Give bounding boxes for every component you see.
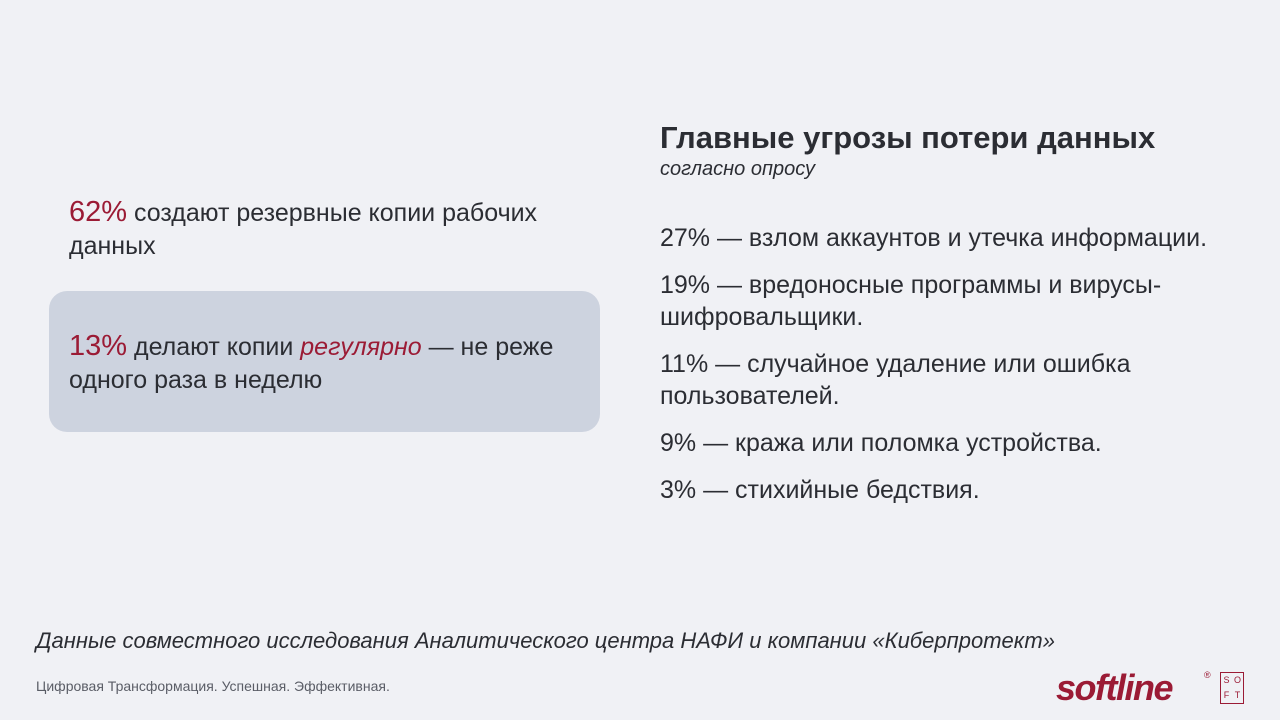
threats-title: Главные угрозы потери данных: [660, 120, 1156, 155]
threat-item: 9% — кража или поломка устройства.: [660, 429, 1102, 457]
logo-badge-letter: F: [1223, 690, 1230, 700]
threat-item: 11% — случайное удаление или ошибка поль…: [660, 350, 1131, 410]
threat-item: 27% — взлом аккаунтов и утечка информаци…: [660, 224, 1208, 252]
softline-logo: softline ® S O F T: [1056, 668, 1252, 708]
stat-regular-emphasis: регулярно: [300, 333, 422, 361]
logo-badge-letter: O: [1233, 675, 1241, 685]
stat-regular: 13% делают копии регулярно — не реже одн…: [69, 330, 589, 397]
threats-list: 27% — взлом аккаунтов и утечка информаци…: [660, 222, 1260, 521]
tagline: Цифровая Трансформация. Успешная. Эффект…: [36, 678, 390, 694]
stat-regular-text-after: — не реже одного раза в неделю: [69, 333, 554, 394]
stat-regular-text-before: делают копии: [127, 333, 301, 361]
threat-item: 19% — вредоносные программы и вирусы-шиф…: [660, 271, 1162, 331]
threats-subtitle: согласно опросу: [660, 158, 815, 180]
highlight-box: [49, 291, 600, 432]
stat-backup: 62% создают резервные копии рабочих данн…: [69, 196, 599, 263]
stat-backup-percent: 62%: [69, 196, 128, 228]
stat-backup-text: создают резервные копии рабочих данных: [69, 199, 538, 260]
stat-regular-percent: 13%: [69, 330, 128, 362]
source-note: Данные совместного исследования Аналитич…: [36, 628, 1055, 653]
logo-registered-mark: ®: [1204, 670, 1211, 680]
logo-badge-letter: S: [1223, 675, 1230, 685]
logo-wordmark: softline: [1056, 667, 1174, 708]
threat-item: 3% — стихийные бедствия.: [660, 476, 980, 504]
logo-badge-letter: T: [1234, 690, 1241, 700]
logo-badge: S O F T: [1220, 672, 1244, 704]
